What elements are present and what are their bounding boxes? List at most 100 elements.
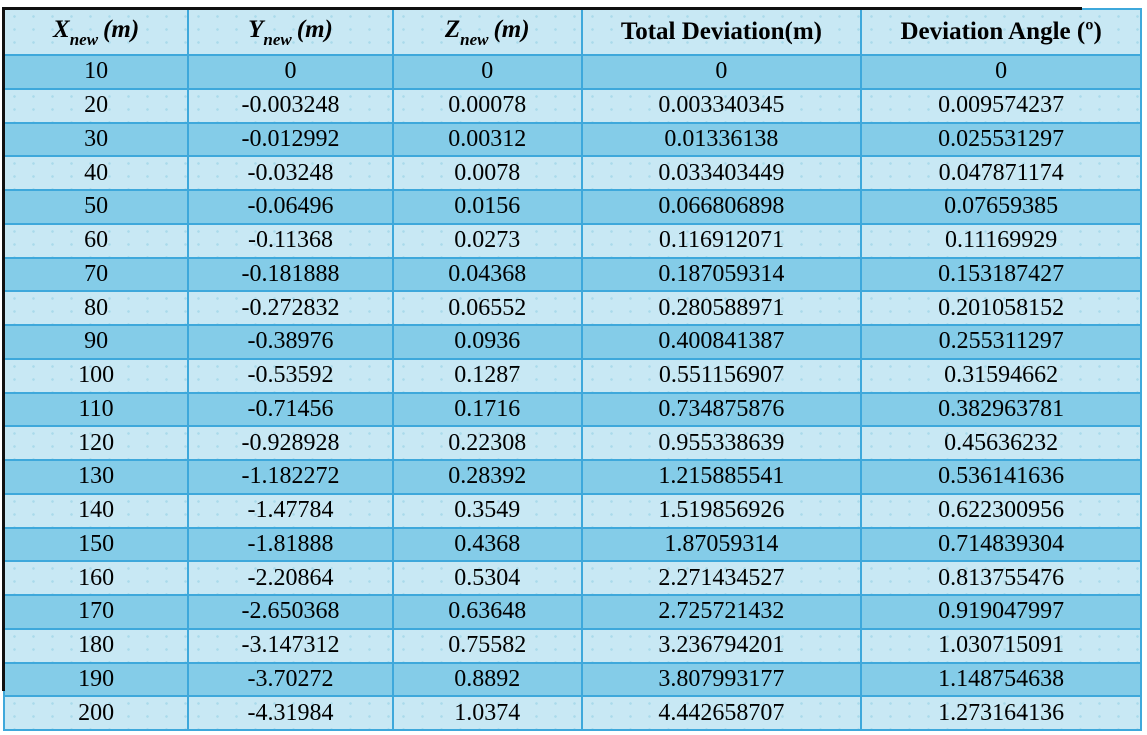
- table-cell: 0: [580, 54, 863, 90]
- table-cell: -2.20864: [187, 560, 394, 596]
- table-cell: 0.75582: [391, 627, 583, 664]
- table-cell: 0.255311297: [860, 324, 1142, 360]
- table-cell: 0.622300956: [860, 492, 1142, 529]
- table-cell: 0.955338639: [580, 425, 863, 461]
- table-cell: -0.181888: [187, 256, 394, 293]
- table-cell: 0.187059314: [580, 256, 863, 293]
- table-cell: 0.025531297: [860, 121, 1142, 158]
- table-cell: 0.003340345: [580, 87, 863, 124]
- header-subscript: new: [69, 30, 99, 49]
- table-row: 130 -1.182272 0.28392 1.215885541 0.53614163…: [2, 459, 1142, 495]
- table-cell: 120: [2, 425, 190, 461]
- header-subscript: new: [460, 30, 489, 49]
- table-cell: -2.650368: [187, 594, 394, 630]
- header-variable: Y: [248, 16, 264, 43]
- table-row: 200 -4.31984 1.0374 4.442658707 1.273164136: [2, 695, 1142, 731]
- table-cell: 50: [2, 189, 190, 225]
- table-cell: -1.81888: [187, 526, 394, 563]
- table-row: 20 -0.003248 0.00078 0.003340345 0.009574237: [2, 87, 1142, 124]
- table-row: 40 -0.03248 0.0078 0.033403449 0.047871174: [2, 155, 1142, 191]
- table-cell: -0.003248: [187, 87, 394, 124]
- table-row: 120 -0.928928 0.22308 0.955338639 0.45636232: [2, 425, 1142, 461]
- table-cell: 0.07659385: [860, 189, 1142, 225]
- table-cell: 0.31594662: [860, 357, 1142, 394]
- table-cell: 0.45636232: [860, 425, 1142, 461]
- table-cell: 20: [2, 87, 190, 124]
- table-row: 10 0 0 0 0: [2, 54, 1142, 90]
- table-cell: 0.714839304: [860, 526, 1142, 563]
- table-cell: 0.0078: [391, 155, 583, 191]
- table-cell: 200: [2, 695, 190, 731]
- table-cell: 0.5304: [391, 560, 583, 596]
- table-cell: 0.22308: [391, 425, 583, 461]
- table-cell: 0.153187427: [860, 256, 1142, 293]
- table-cell: -0.928928: [187, 425, 394, 461]
- table-cell: 0.01336138: [580, 121, 863, 158]
- table-row: 50 -0.06496 0.0156 0.066806898 0.07659385: [2, 189, 1142, 225]
- table-cell: 190: [2, 661, 190, 698]
- column-header-deviation-angle: Deviation Angle (º): [860, 8, 1142, 56]
- table-cell: 110: [2, 391, 190, 428]
- table-cell: 2.725721432: [580, 594, 863, 630]
- table-cell: 160: [2, 560, 190, 596]
- table-cell: 0.033403449: [580, 155, 863, 191]
- table-cell: -0.38976: [187, 324, 394, 360]
- table-cell: 0.813755476: [860, 560, 1142, 596]
- table-cell: 0.1287: [391, 357, 583, 394]
- table-cell: 0: [860, 54, 1142, 90]
- table-row: 190 -3.70272 0.8892 3.807993177 1.148754638: [2, 661, 1142, 698]
- header-variable: X: [53, 16, 70, 43]
- table-cell: 0.0156: [391, 189, 583, 225]
- header-variable: Z: [444, 16, 461, 43]
- table-cell: 0.63648: [391, 594, 583, 630]
- table-cell: 140: [2, 492, 190, 529]
- table-cell: 0.047871174: [860, 155, 1142, 191]
- table-cell: 150: [2, 526, 190, 563]
- header-unit: (m): [296, 16, 333, 43]
- table-cell: 180: [2, 627, 190, 664]
- column-header-total-deviation: Total Deviation(m): [580, 8, 863, 56]
- header-unit: (m): [493, 16, 530, 43]
- table-cell: 100: [2, 357, 190, 394]
- table-row: 30 -0.012992 0.00312 0.01336138 0.025531297: [2, 121, 1142, 158]
- table-cell: 1.148754638: [860, 661, 1142, 698]
- table-header-row: Xnew (m) Ynew (m) Znew (m) Total Deviation(…: [2, 8, 1142, 56]
- table-cell: 0.116912071: [580, 222, 863, 259]
- table-cell: 0.201058152: [860, 290, 1142, 326]
- table-cell: 0.280588971: [580, 290, 863, 326]
- table-cell: 1.215885541: [580, 459, 863, 495]
- table-cell: 0.28392: [391, 459, 583, 495]
- table-outer-edge-top: [2, 7, 1082, 10]
- table-outer-edge-left: [2, 7, 5, 691]
- table-cell: 0.11169929: [860, 222, 1142, 259]
- table-cell: -0.272832: [187, 290, 394, 326]
- table-row: 180 -3.147312 0.75582 3.236794201 1.03071509…: [2, 627, 1142, 664]
- table-cell: 90: [2, 324, 190, 360]
- deviation-table: Xnew (m) Ynew (m) Znew (m) Total Deviation(…: [2, 8, 1142, 731]
- table-cell: 3.236794201: [580, 627, 863, 664]
- column-header-x-new: Xnew (m): [2, 8, 190, 56]
- table-cell: 1.519856926: [580, 492, 863, 529]
- table-cell: 0.1716: [391, 391, 583, 428]
- table-cell: 40: [2, 155, 190, 191]
- table-cell: 130: [2, 459, 190, 495]
- table-cell: -1.182272: [187, 459, 394, 495]
- table-row: 90 -0.38976 0.0936 0.400841387 0.255311297: [2, 324, 1142, 360]
- header-subscript: new: [263, 30, 292, 49]
- table-cell: 0.734875876: [580, 391, 863, 428]
- table-cell: 0.009574237: [860, 87, 1142, 124]
- table-cell: -1.47784: [187, 492, 394, 529]
- table-cell: 0.919047997: [860, 594, 1142, 630]
- header-unit: (m): [103, 16, 140, 43]
- table-cell: -0.11368: [187, 222, 394, 259]
- table-cell: 10: [2, 54, 190, 90]
- table-cell: 0.3549: [391, 492, 583, 529]
- table-body: 10 0 0 0 0 20 -0.003248 0.00078 0.003340345 0.009…: [2, 54, 1142, 731]
- table-cell: 0: [391, 54, 583, 90]
- column-header-z-new: Znew (m): [391, 8, 583, 56]
- table-cell: -3.70272: [187, 661, 394, 698]
- table-cell: 0.066806898: [580, 189, 863, 225]
- column-header-y-new: Ynew (m): [187, 8, 394, 56]
- table-row: 70 -0.181888 0.04368 0.187059314 0.153187427: [2, 256, 1142, 293]
